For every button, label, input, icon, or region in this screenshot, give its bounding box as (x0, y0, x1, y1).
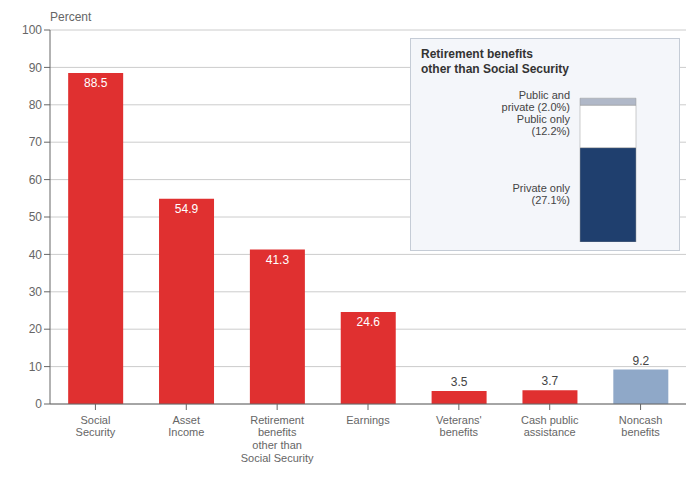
svg-text:100: 100 (22, 23, 42, 37)
svg-text:20: 20 (29, 322, 43, 336)
svg-text:Public andprivate (2.0%): Public andprivate (2.0%) (502, 89, 570, 113)
svg-text:SocialSecurity: SocialSecurity (76, 414, 116, 439)
svg-text:60: 60 (29, 173, 43, 187)
svg-text:Noncashbenefits: Noncashbenefits (619, 414, 662, 439)
svg-text:Retirementbenefitsother thanSo: Retirementbenefitsother thanSocial Secur… (241, 414, 314, 464)
svg-text:Earnings: Earnings (346, 414, 390, 426)
svg-text:3.5: 3.5 (451, 375, 468, 389)
svg-text:Veterans'benefits: Veterans'benefits (436, 414, 482, 439)
svg-text:AssetIncome: AssetIncome (168, 414, 204, 439)
svg-text:50: 50 (29, 210, 43, 224)
svg-text:88.5: 88.5 (84, 76, 108, 90)
svg-text:24.6: 24.6 (357, 315, 381, 329)
svg-text:80: 80 (29, 98, 43, 112)
svg-text:3.7: 3.7 (542, 374, 559, 388)
svg-text:Private only(27.1%): Private only(27.1%) (513, 182, 571, 206)
svg-text:70: 70 (29, 135, 43, 149)
svg-text:9.2: 9.2 (632, 354, 649, 368)
svg-text:41.3: 41.3 (266, 253, 290, 267)
svg-text:10: 10 (29, 360, 43, 374)
html-text:Retirement benefits other than: Retirement benefits other than Social Se… (421, 47, 569, 76)
svg-text:0: 0 (35, 397, 42, 411)
svg-text:40: 40 (29, 248, 43, 262)
svg-text:90: 90 (29, 61, 43, 75)
html-text:Percent: Percent (50, 10, 92, 24)
svg-text:Public only(12.2%): Public only(12.2%) (517, 113, 571, 137)
svg-text:30: 30 (29, 285, 43, 299)
svg-text:54.9: 54.9 (175, 202, 199, 216)
svg-text:Cash publicassistance: Cash publicassistance (521, 414, 579, 439)
